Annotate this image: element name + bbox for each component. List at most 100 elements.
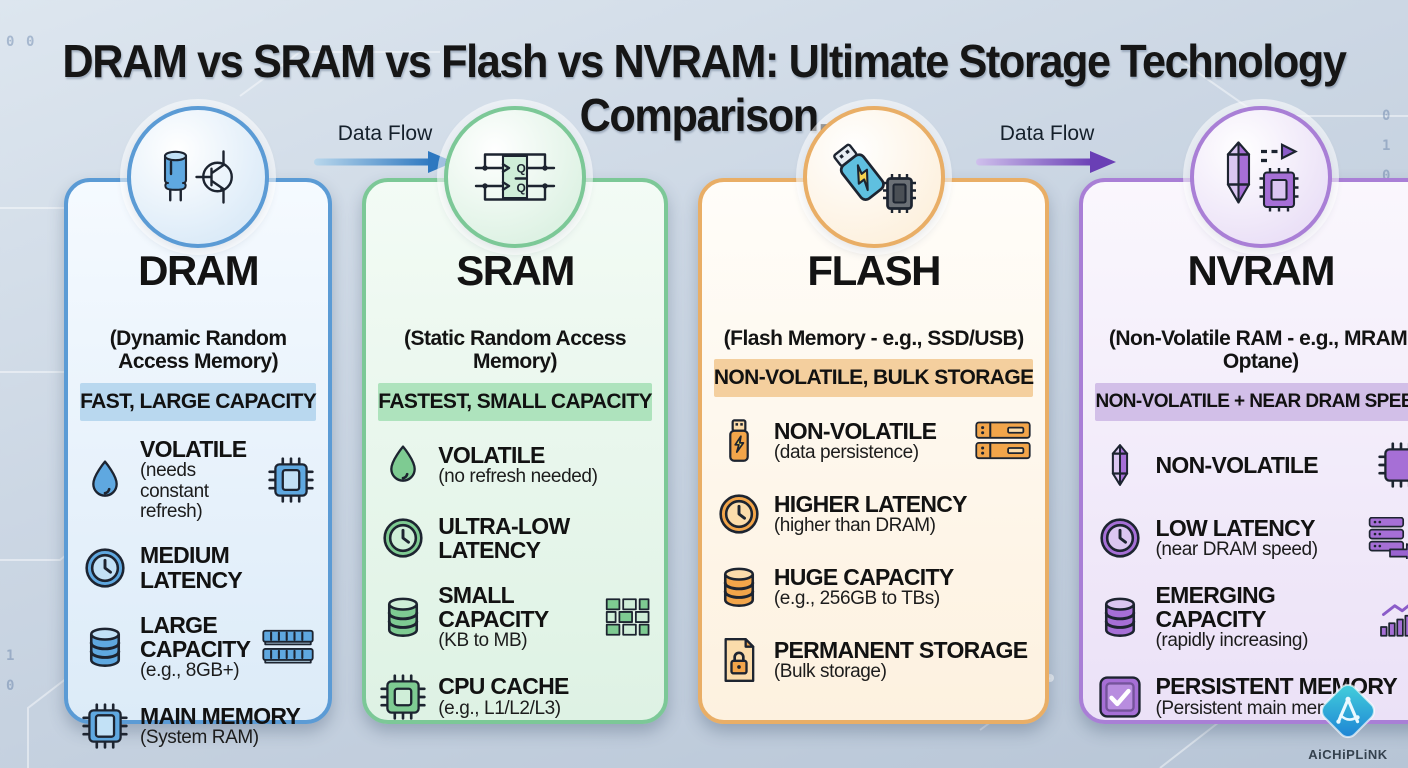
database-icon xyxy=(1097,594,1143,640)
capacitor-transistor-icon xyxy=(127,106,270,248)
chip-icon xyxy=(82,703,128,750)
growth-chart-icon xyxy=(1378,597,1408,637)
feature-row: EMERGING CAPACITY (rapidly increasing) xyxy=(1097,583,1408,652)
feature-label: MEDIUM LATENCY xyxy=(140,542,243,593)
feature-row: PERMANENT STORAGE (Bulk storage) xyxy=(716,632,1032,688)
water-drop-icon xyxy=(82,458,128,502)
feature-label: EMERGING CAPACITY xyxy=(1155,581,1276,633)
card-banner: NON-VOLATILE, BULK STORAGE xyxy=(713,359,1034,398)
svg-text:Q: Q xyxy=(517,162,526,176)
feature-sublabel: (near DRAM speed) xyxy=(1155,538,1318,560)
feature-sublabel: (e.g., 8GB+) xyxy=(140,659,240,681)
arrow-right-icon xyxy=(314,151,454,173)
checkbox-icon xyxy=(1097,675,1143,719)
feature-row: LOW LATENCY (near DRAM speed) xyxy=(1097,510,1408,566)
feature-row: NON-VOLATILE (data persistence) xyxy=(716,413,1032,469)
data-flow-label: Data Flow xyxy=(999,122,1095,145)
feature-sublabel: (e.g., 256GB to TBs) xyxy=(773,588,940,610)
feature-label: HUGE CAPACITY xyxy=(773,564,954,591)
memory-blocks-icon xyxy=(604,598,650,636)
feature-label: HIGHER LATENCY xyxy=(773,491,968,518)
feature-sublabel: (no refresh needed) xyxy=(438,465,598,487)
crystal-chip-arrow-icon xyxy=(1189,106,1332,248)
feature-label: MAIN MEMORY xyxy=(140,703,301,730)
card-subtitle: (Static Random Access Memory) xyxy=(403,326,627,374)
card-subtitle: (Dynamic Random Access Memory) xyxy=(109,326,287,374)
feature-sublabel: (rapidly increasing) xyxy=(1155,630,1308,652)
card-banner: FASTEST, SMALL CAPACITY xyxy=(378,382,652,421)
feature-row: HUGE CAPACITY (e.g., 256GB to TBs) xyxy=(716,559,1032,615)
feature-sublabel: (data persistence) xyxy=(773,442,919,464)
lock-document-icon xyxy=(716,636,762,684)
svg-text:0: 0 xyxy=(6,678,14,694)
brand-logo: AiCHiPLiNK xyxy=(1300,676,1396,762)
circuit-a-diamond-icon xyxy=(1320,683,1376,739)
feature-row: VOLATILE (no refresh needed) xyxy=(380,437,650,493)
database-icon xyxy=(716,564,762,610)
ssd-modules-icon xyxy=(975,421,1032,461)
feature-label: NON-VOLATILE xyxy=(773,418,937,445)
feature-sublabel: (higher than DRAM) xyxy=(773,515,936,537)
feature-label: VOLATILE xyxy=(438,441,545,468)
clock-icon xyxy=(716,492,762,536)
feature-label: VOLATILE xyxy=(140,435,247,462)
svg-text:1: 1 xyxy=(6,648,14,664)
clock-icon xyxy=(380,516,426,560)
feature-label: LARGE CAPACITY xyxy=(140,611,251,662)
database-icon xyxy=(380,594,426,640)
card-title: FLASH xyxy=(807,247,941,294)
card-title: NVRAM xyxy=(1187,247,1336,294)
feature-label: NON-VOLATILE xyxy=(1155,451,1318,478)
feature-row: ULTRA-LOW LATENCY xyxy=(380,510,650,566)
card-title: DRAM xyxy=(138,247,259,294)
clock-icon xyxy=(1097,516,1143,560)
card-subtitle: (Flash Memory - e.g., SSD/USB) xyxy=(723,326,1025,350)
card-banner: NON-VOLATILE + NEAR DRAM SPEED xyxy=(1095,382,1408,421)
usb-drive-icon xyxy=(716,417,762,465)
card-flash: FLASH (Flash Memory - e.g., SSD/USB) NON… xyxy=(697,106,1050,724)
feature-sublabel: (Bulk storage) xyxy=(773,661,887,683)
chip-icon xyxy=(380,674,426,720)
feature-row: SMALL CAPACITY (KB to MB) xyxy=(380,583,650,652)
feature-row: PERSISTENT MEMORY (Persistent main memor… xyxy=(1097,669,1408,725)
server-arrow-icon xyxy=(1368,516,1408,559)
data-flow-arrow-right: Data Flow xyxy=(972,122,1122,179)
crystal-icon xyxy=(1097,441,1143,489)
clock-icon xyxy=(82,546,128,590)
feature-row: CPU CACHE (e.g., L1/L2/L3) xyxy=(380,669,650,725)
page-title: DRAM vs SRAM vs Flash vs NVRAM: Ultimate… xyxy=(62,35,1347,141)
feature-row: NON-VOLATILE xyxy=(1097,437,1408,493)
database-icon xyxy=(82,624,128,670)
feature-label: SMALL CAPACITY xyxy=(438,581,549,633)
feature-row: MAIN MEMORY (System RAM) xyxy=(82,698,314,754)
feature-row: VOLATILE (needs constant refresh) xyxy=(82,437,314,523)
brand-name: AiCHiPLiNK xyxy=(1308,747,1388,762)
feature-sublabel: (e.g., L1/L2/L3) xyxy=(438,697,561,719)
data-flow-arrow-left: Data Flow xyxy=(310,122,460,179)
feature-sublabel: (needs constant refresh) xyxy=(140,460,209,523)
feature-label: PERMANENT STORAGE xyxy=(773,637,1028,664)
feature-row: HIGHER LATENCY (higher than DRAM) xyxy=(716,486,1032,542)
feature-label: LOW LATENCY xyxy=(1155,514,1315,541)
feature-label: ULTRA-LOW LATENCY xyxy=(438,512,570,563)
comparison-columns: DRAM (Dynamic Random Access Memory) FAST… xyxy=(64,106,1408,750)
chip-icon xyxy=(1378,442,1408,488)
feature-sublabel: (System RAM) xyxy=(140,727,259,749)
arrow-right-icon xyxy=(976,151,1116,173)
feature-sublabel: (KB to MB) xyxy=(438,630,528,652)
data-flow-label: Data Flow xyxy=(337,122,433,145)
card-dram: DRAM (Dynamic Random Access Memory) FAST… xyxy=(64,106,333,750)
usb-drive-chip-icon xyxy=(802,106,945,248)
water-drop-icon xyxy=(380,443,426,487)
card-nvram: NVRAM (Non-Volatile RAM - e.g., MRAM, Op… xyxy=(1079,106,1408,725)
feature-row: LARGE CAPACITY (e.g., 8GB+) xyxy=(82,611,314,682)
card-title: SRAM xyxy=(456,247,575,294)
feature-sublabel: (Persistent main memory) xyxy=(1155,697,1364,719)
card-banner: FAST, LARGE CAPACITY xyxy=(80,382,317,421)
feature-label: CPU CACHE xyxy=(438,673,569,700)
chip-icon xyxy=(268,457,314,503)
ram-sticks-icon xyxy=(262,629,314,665)
card-subtitle: (Non-Volatile RAM - e.g., MRAM, Optane) xyxy=(1108,326,1408,374)
feature-row: MEDIUM LATENCY xyxy=(82,540,314,596)
flip-flop-circuit-icon: Q Q xyxy=(444,106,587,248)
